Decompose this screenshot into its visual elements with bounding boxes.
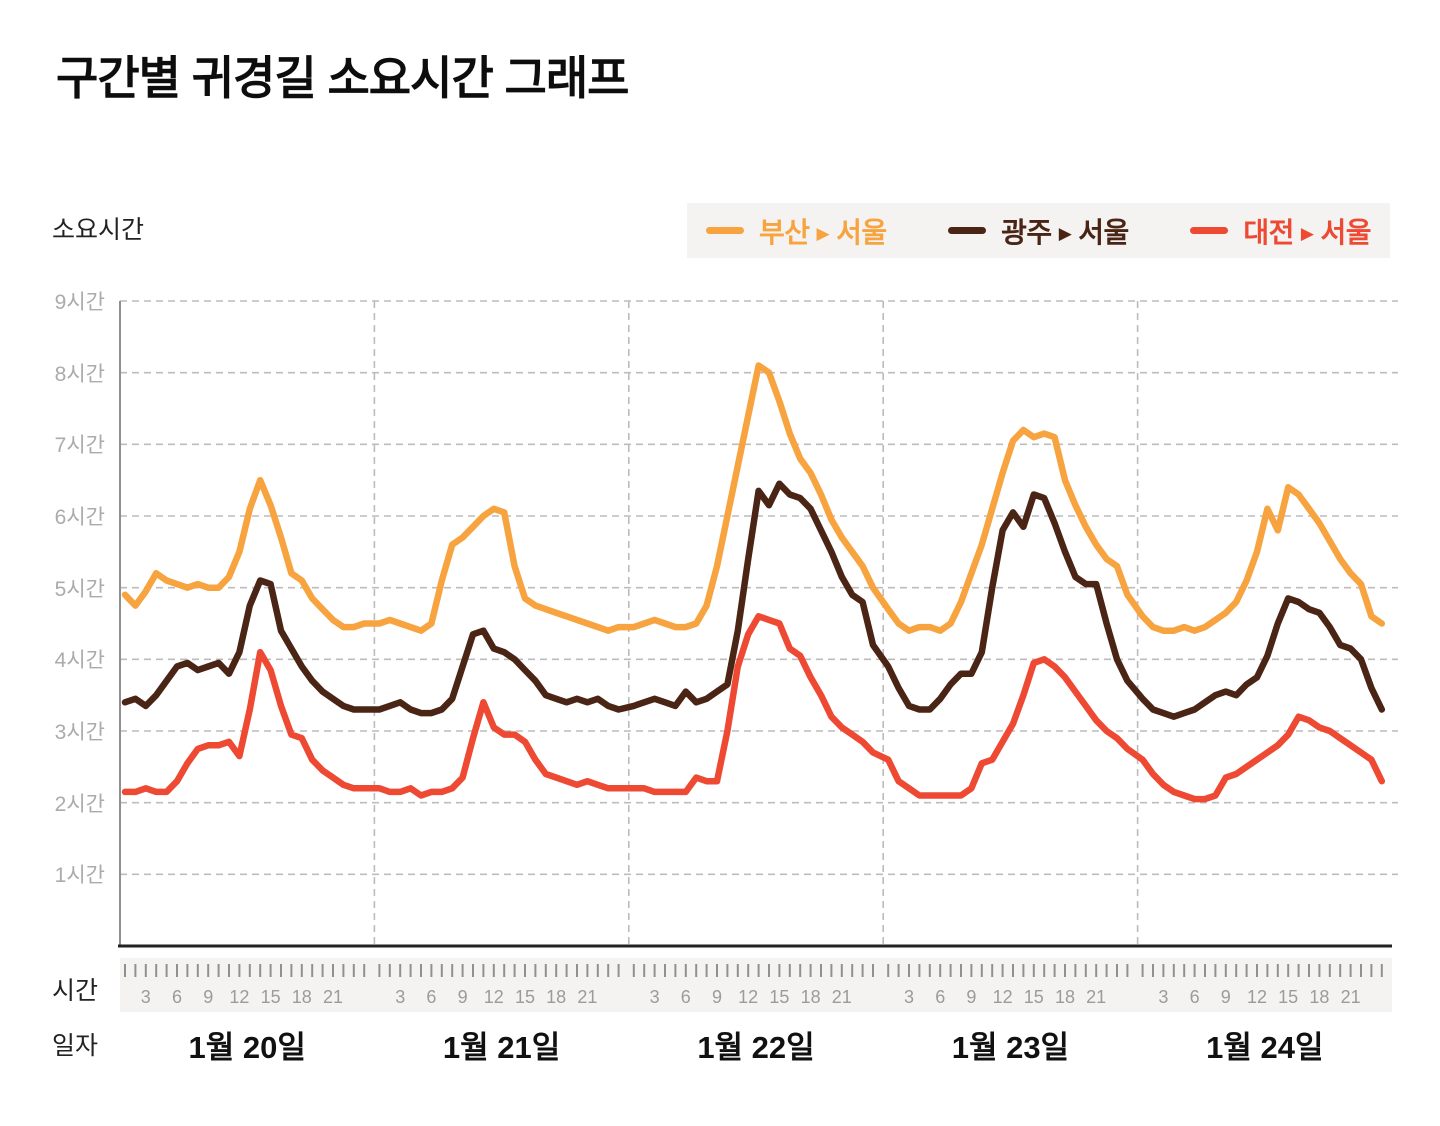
hour-tick-strip: [120, 958, 1392, 1012]
x-axis-hours-row-label: 시간: [52, 977, 99, 1005]
y-axis-title: 소요시간: [52, 216, 145, 244]
legend-item-daejeon-seoul: 대전 ▶ 서울: [1190, 211, 1371, 251]
date-label: 1월 24일: [1206, 1030, 1324, 1065]
line-daejeon-seoul: [121, 613, 1386, 803]
legend: 부산 ▶ 서울 광주 ▶ 서울 대전 ▶ 서울: [687, 203, 1390, 258]
page-title: 구간별 귀경길 소요시간 그래프: [56, 52, 630, 104]
line-gwangju-seoul: [121, 480, 1386, 720]
legend-dash-icon: [706, 227, 744, 234]
date-label: 1월 23일: [951, 1030, 1070, 1065]
date-label: 1월 20일: [188, 1030, 306, 1065]
y-tick-label: 3시간: [54, 721, 105, 744]
legend-label: 광주 ▶ 서울: [1001, 216, 1129, 248]
y-tick-label: 9시간: [54, 291, 105, 314]
y-tick-label: 2시간: [54, 792, 105, 816]
legend-item-gwangju-seoul: 광주 ▶ 서울: [948, 211, 1129, 251]
x-axis-dates-row-label: 일자: [52, 1032, 99, 1060]
legend-label: 대전 ▶ 서울: [1243, 216, 1371, 248]
y-tick-label: 8시간: [54, 362, 105, 386]
line-busan-seoul: [121, 362, 1386, 634]
y-tick-label: 6시간: [54, 506, 105, 529]
date-label: 1월 21일: [442, 1030, 561, 1065]
y-tick-label: 1시간: [54, 864, 105, 888]
y-tick-label: 7시간: [54, 434, 105, 458]
legend-label: 부산 ▶ 서울: [759, 216, 887, 248]
y-tick-label: 5시간: [54, 577, 105, 601]
legend-dash-icon: [948, 227, 987, 234]
legend-dash-icon: [1190, 227, 1229, 234]
date-label: 1월 22일: [697, 1030, 815, 1065]
legend-item-busan-seoul: 부산 ▶ 서울: [706, 211, 887, 251]
y-tick-label: 4시간: [54, 649, 105, 673]
